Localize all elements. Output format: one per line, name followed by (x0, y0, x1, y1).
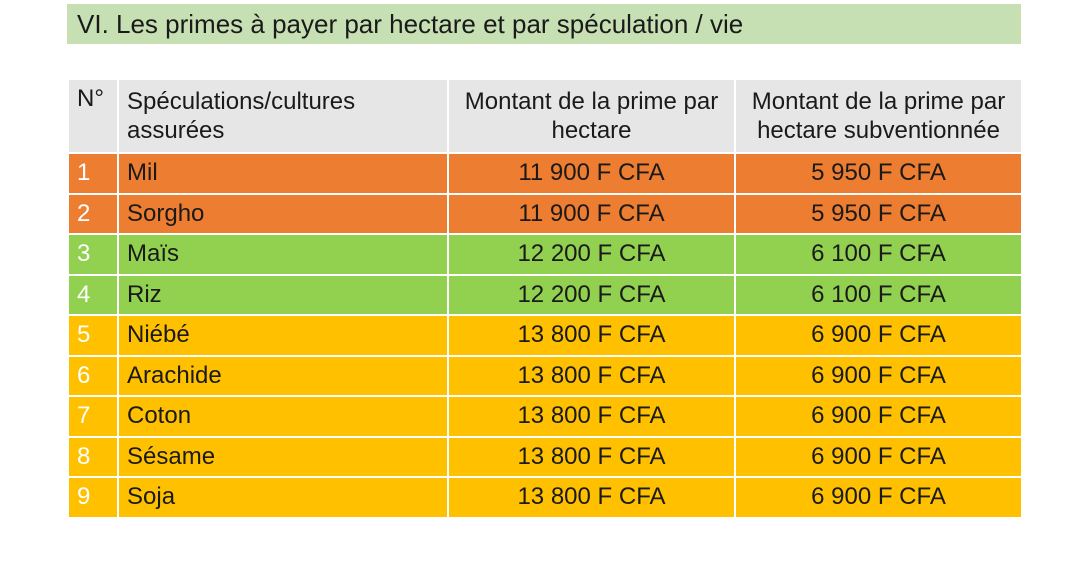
row-number: 4 (67, 273, 119, 316)
table-row: 7 Coton 13 800 F CFA 6 900 F CFA (67, 395, 1023, 438)
table-row: 8 Sésame 13 800 F CFA 6 900 F CFA (67, 435, 1023, 478)
header-subsidized-line1: Montant de la prime par (751, 88, 1006, 115)
premium-amount: 11 900 F CFA (447, 192, 736, 235)
subsidized-premium-amount: 6 100 F CFA (734, 273, 1023, 316)
crop-name: Sorgho (117, 192, 449, 235)
premium-amount: 12 200 F CFA (447, 273, 736, 316)
crop-name: Maïs (117, 233, 449, 276)
row-number: 6 (67, 354, 119, 397)
header-crop-line2: assurées (127, 117, 225, 144)
crop-name: Mil (117, 152, 449, 195)
row-number: 1 (67, 152, 119, 195)
row-number: 2 (67, 192, 119, 235)
header-premium-line2: hectare (551, 117, 632, 144)
premium-amount: 11 900 F CFA (447, 152, 736, 195)
subsidized-premium-amount: 6 100 F CFA (734, 233, 1023, 276)
table-row: 1 Mil 11 900 F CFA 5 950 F CFA (67, 152, 1023, 195)
table-row: 3 Maïs 12 200 F CFA 6 100 F CFA (67, 233, 1023, 276)
subsidized-premium-amount: 6 900 F CFA (734, 395, 1023, 438)
header-crop: Spéculations/cultures assurées (117, 78, 449, 154)
table-row: 9 Soja 13 800 F CFA 6 900 F CFA (67, 476, 1023, 519)
row-number: 5 (67, 314, 119, 357)
crop-name: Riz (117, 273, 449, 316)
subsidized-premium-amount: 6 900 F CFA (734, 314, 1023, 357)
table-header-row: N° Spéculations/cultures assurées Montan… (67, 78, 1023, 154)
row-number: 3 (67, 233, 119, 276)
subsidized-premium-amount: 5 950 F CFA (734, 192, 1023, 235)
table-row: 6 Arachide 13 800 F CFA 6 900 F CFA (67, 354, 1023, 397)
table-row: 2 Sorgho 11 900 F CFA 5 950 F CFA (67, 192, 1023, 235)
subsidized-premium-amount: 5 950 F CFA (734, 152, 1023, 195)
premium-amount: 13 800 F CFA (447, 476, 736, 519)
section-title: VI. Les primes à payer par hectare et pa… (67, 4, 1021, 44)
crop-name: Soja (117, 476, 449, 519)
table-row: 4 Riz 12 200 F CFA 6 100 F CFA (67, 273, 1023, 316)
premium-amount: 12 200 F CFA (447, 233, 736, 276)
crop-name: Coton (117, 395, 449, 438)
premium-amount: 13 800 F CFA (447, 435, 736, 478)
header-subsidized-line2: hectare subventionnée (757, 117, 1000, 144)
crop-name: Niébé (117, 314, 449, 357)
row-number: 8 (67, 435, 119, 478)
crop-name: Sésame (117, 435, 449, 478)
subsidized-premium-amount: 6 900 F CFA (734, 476, 1023, 519)
subsidized-premium-amount: 6 900 F CFA (734, 435, 1023, 478)
header-premium-line1: Montant de la prime par (464, 88, 719, 115)
premium-amount: 13 800 F CFA (447, 395, 736, 438)
row-number: 9 (67, 476, 119, 519)
premium-amount: 13 800 F CFA (447, 354, 736, 397)
premium-amount: 13 800 F CFA (447, 314, 736, 357)
header-crop-line1: Spéculations/cultures (127, 88, 356, 115)
section-title-text: VI. Les primes à payer par hectare et pa… (77, 8, 744, 39)
header-subsidized-premium: Montant de la prime par hectare subventi… (734, 78, 1023, 154)
premium-table: N° Spéculations/cultures assurées Montan… (67, 78, 1023, 519)
row-number: 7 (67, 395, 119, 438)
crop-name: Arachide (117, 354, 449, 397)
header-premium: Montant de la prime par hectare (447, 78, 736, 154)
table-row: 5 Niébé 13 800 F CFA 6 900 F CFA (67, 314, 1023, 357)
header-number-label: N° (77, 85, 104, 112)
header-number: N° (67, 78, 119, 154)
subsidized-premium-amount: 6 900 F CFA (734, 354, 1023, 397)
